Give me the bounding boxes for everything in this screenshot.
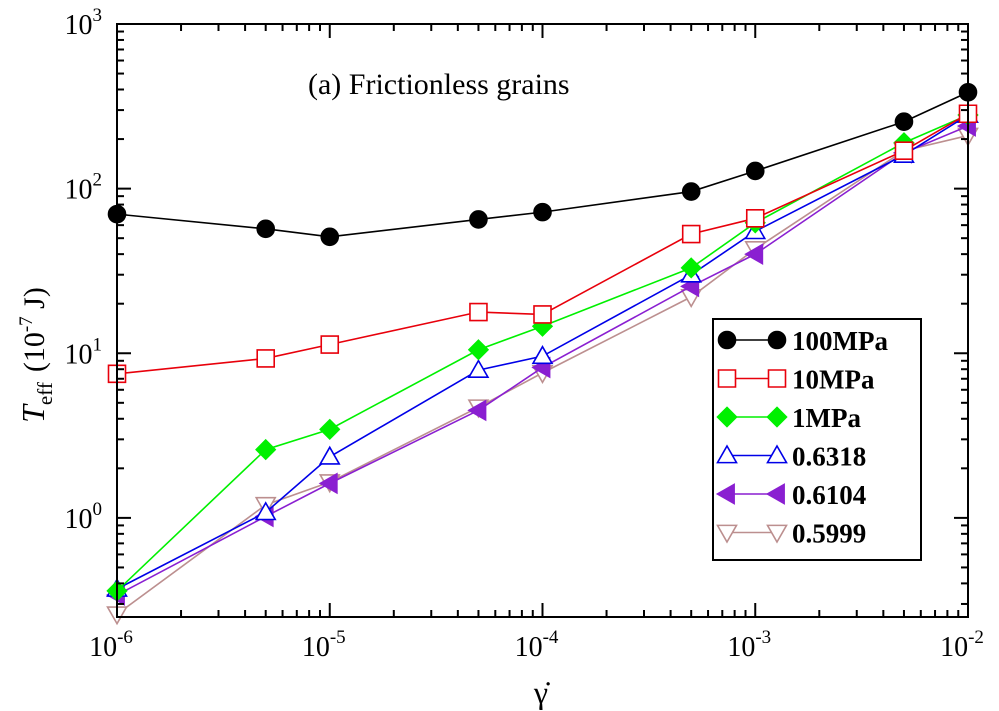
data-point — [744, 243, 764, 266]
data-point — [254, 501, 277, 521]
y-tick-label: 100 — [65, 499, 103, 535]
legend-item: 0.6104 — [715, 480, 866, 510]
legend-item: 0.6318 — [716, 442, 866, 472]
x-tick-label: 10-2 — [940, 627, 984, 663]
series-100MPa — [107, 82, 978, 247]
legend-label: 1MPa — [792, 403, 861, 433]
y-tick-label: 103 — [65, 5, 103, 41]
legend-marker — [766, 406, 788, 428]
legend-label: 10MPa — [792, 365, 875, 395]
x-tick-label: 10-6 — [89, 627, 133, 663]
data-point — [681, 224, 701, 244]
plot-marks — [105, 82, 979, 626]
data-point — [467, 339, 490, 361]
legend-item: 0.5999 — [716, 519, 866, 549]
data-point — [256, 219, 276, 239]
legend-marker — [717, 369, 737, 388]
legend-marker — [717, 330, 737, 350]
legend-label: 0.5999 — [792, 519, 866, 549]
legend-label: 0.6318 — [792, 442, 866, 472]
legend-item: 1MPa — [716, 403, 861, 433]
data-point — [467, 399, 487, 422]
legend-marker — [716, 524, 738, 544]
y-tick-label: 102 — [65, 170, 103, 206]
legend-marker — [715, 483, 735, 505]
y-axis-unit-close: J) — [18, 287, 51, 316]
y-tick-label: 101 — [65, 334, 103, 370]
data-point — [319, 418, 341, 440]
x-tick-label: 10-5 — [302, 627, 346, 663]
data-point — [469, 302, 488, 322]
data-point — [533, 305, 552, 324]
data-point — [320, 335, 340, 354]
data-point — [256, 349, 276, 368]
y-axis-subscript: eff — [33, 382, 57, 405]
legend-label: 100MPa — [792, 326, 888, 356]
legend-marker — [716, 406, 738, 428]
legend-marker — [766, 444, 788, 464]
x-tick-label: 10-4 — [515, 627, 559, 663]
legend-marker — [767, 369, 787, 388]
x-axis-title: γ̇ — [533, 674, 550, 710]
data-point — [680, 257, 702, 279]
data-point — [320, 227, 340, 247]
data-point — [531, 345, 554, 365]
legend-marker — [765, 483, 785, 505]
legend-item: 10MPa — [717, 365, 875, 395]
legend-item: 100MPa — [717, 326, 888, 356]
data-point — [745, 161, 765, 181]
legend-marker — [716, 444, 738, 464]
y-axis-unit-exp: -7 — [16, 316, 37, 332]
data-point — [745, 209, 765, 228]
data-point — [894, 112, 914, 132]
data-point — [533, 202, 552, 222]
data-point — [894, 141, 914, 160]
data-point — [318, 472, 338, 495]
data-point — [469, 210, 488, 229]
y-axis-symbol: T — [15, 403, 51, 423]
legend-box — [712, 318, 922, 561]
x-tick-label: 10-3 — [727, 627, 771, 663]
y-axis-title: Teff (10-7 J) — [15, 287, 57, 423]
tick-labels: 10-6 10-5 10-4 10-3 10-2 100 101 102 103 — [65, 5, 984, 663]
data-point — [318, 445, 341, 465]
legend-label: 0.6104 — [792, 480, 866, 510]
axis-ticks — [116, 23, 969, 617]
data-point — [681, 182, 701, 201]
legend: 100MPa 10MPa 1MPa 0.6318 0.6104 0.5999 — [712, 318, 922, 561]
legend-marker — [766, 524, 788, 544]
legend-marker — [767, 330, 787, 350]
plot-annotation: (a) Frictionless grains — [308, 68, 570, 101]
y-axis-unit-open: (10 — [18, 332, 51, 372]
data-point — [467, 358, 490, 379]
data-point — [255, 438, 277, 461]
